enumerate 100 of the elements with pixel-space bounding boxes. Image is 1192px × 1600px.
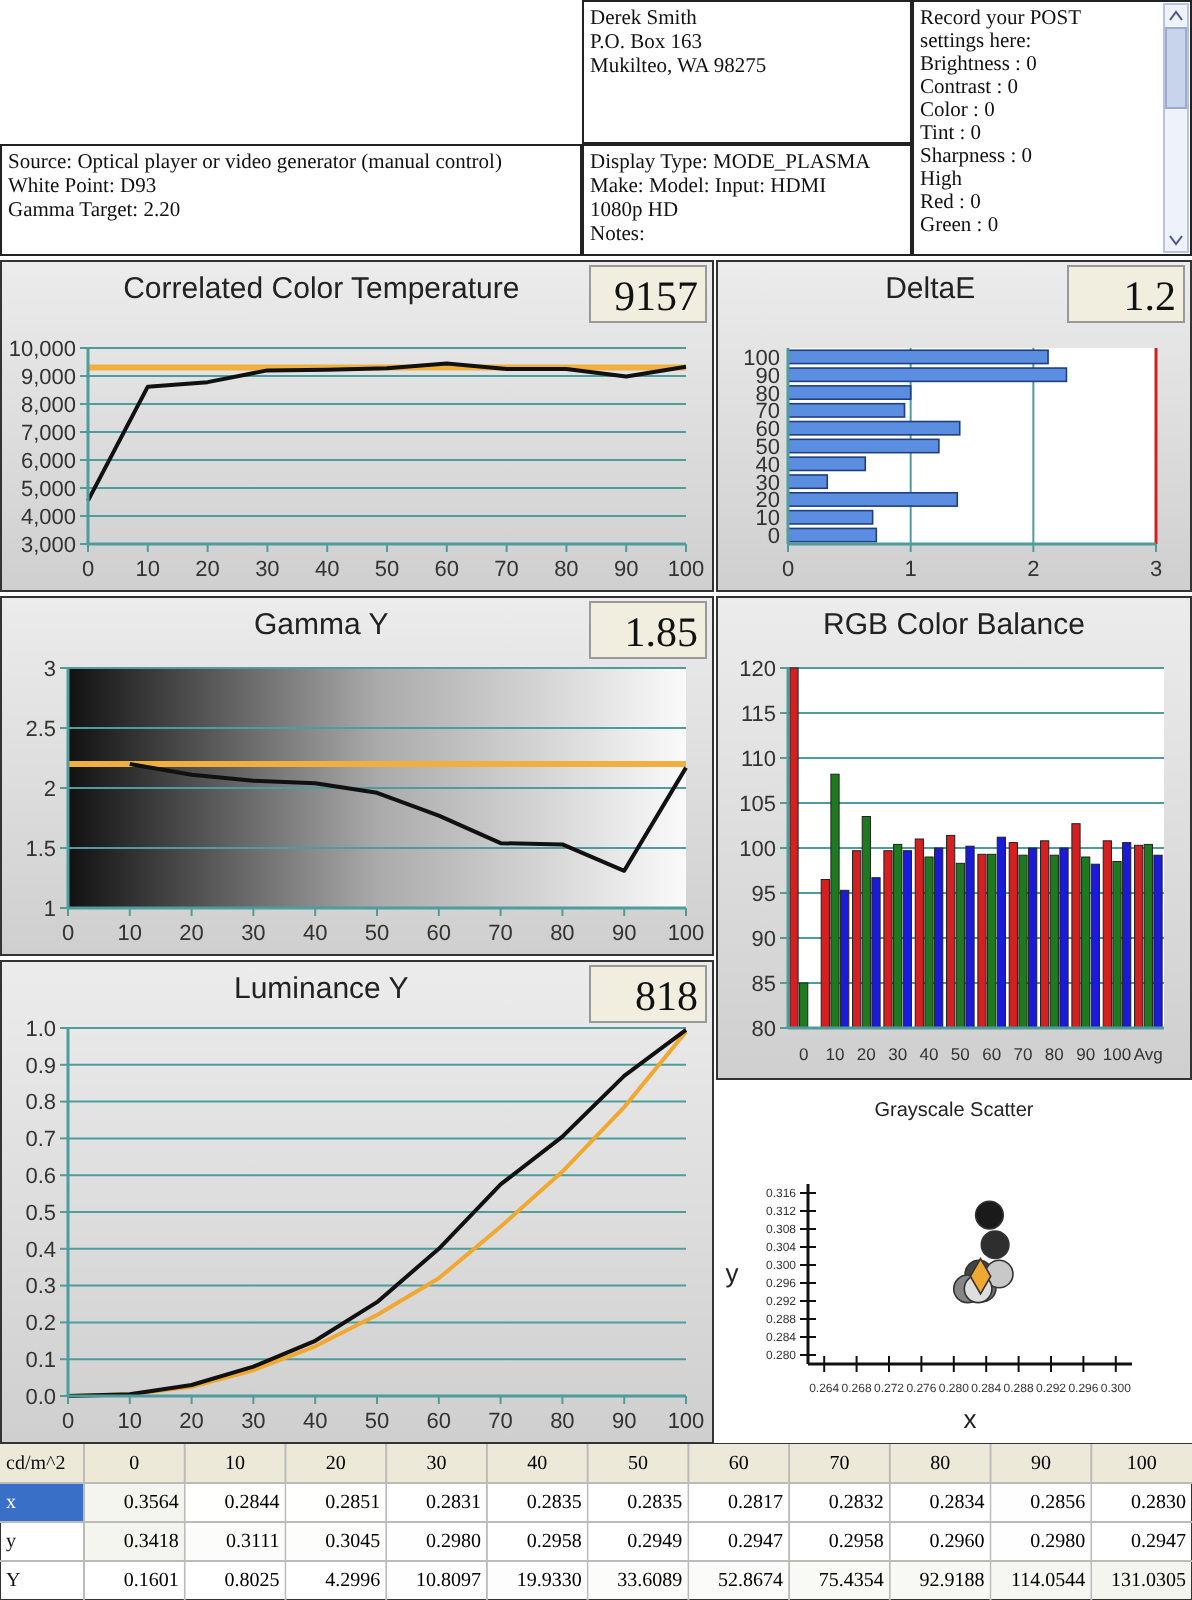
- y-tick-label: 95: [751, 882, 776, 907]
- x-tick-label: 40: [302, 922, 328, 946]
- y-tick-label: 110: [740, 747, 776, 772]
- x-tick-label: 90: [611, 1410, 637, 1434]
- x-tick-label: 30: [426, 1453, 447, 1476]
- y-tick-label: 1.5: [25, 837, 56, 862]
- data-label: 0.2830: [1131, 1492, 1186, 1515]
- y-tick-label: 1: [43, 897, 56, 922]
- x-tick-label: 30: [241, 1410, 266, 1434]
- text: Derek Smith: [590, 8, 699, 30]
- x-axis-title: x: [963, 1404, 978, 1434]
- data-label: 0.3111: [225, 1531, 280, 1554]
- text: Notes:: [590, 224, 645, 246]
- x-tick-label: 30: [888, 1044, 908, 1064]
- text: Green : 0: [920, 215, 999, 237]
- data-label: 0.3418: [123, 1531, 179, 1554]
- data-label: 19.9330: [516, 1570, 582, 1593]
- text: Red : 0: [920, 192, 981, 214]
- y-tick-label: Y: [6, 1570, 21, 1593]
- y-tick-label: 1.0: [25, 1017, 56, 1042]
- y-tick-label: 0: [767, 525, 780, 550]
- text: Brightness : 0: [920, 54, 1037, 76]
- x-tick-label: 2: [1027, 558, 1040, 582]
- x-tick-label: 60: [426, 1410, 452, 1434]
- x-tick-label: 0: [129, 1453, 140, 1476]
- text: Display Type: MODE_PLASMA: [590, 152, 872, 174]
- point: [980, 1230, 1010, 1260]
- x-tick-label: 90: [1076, 1044, 1096, 1064]
- point: [974, 1200, 1005, 1230]
- y-tick-label: 2: [43, 777, 56, 802]
- x-tick-label: 60: [982, 1044, 1002, 1064]
- x-tick-label: 10: [135, 558, 161, 582]
- x-tick-label: 50: [628, 1453, 648, 1476]
- x-tick-label: 70: [1013, 1044, 1033, 1064]
- x-tick-label: 50: [950, 1044, 971, 1064]
- y-tick-label: 3: [43, 657, 56, 682]
- data-label: 92.9188: [919, 1570, 985, 1593]
- text: 1.85: [624, 608, 698, 656]
- y-tick-label: 120: [739, 657, 776, 682]
- text: Tint : 0: [920, 123, 982, 145]
- x-tick-label: 3: [1149, 558, 1163, 582]
- y-tick-label: 0.6: [25, 1164, 56, 1189]
- x-tick-label: 50: [364, 1410, 390, 1434]
- y-tick-label: 7,000: [20, 421, 76, 446]
- data-label: 0.3045: [325, 1531, 381, 1554]
- source-note: Source: Optical player or video generator (manual control): [8, 152, 503, 174]
- y-tick-label: 0.4: [25, 1238, 56, 1263]
- data-label: 0.2817: [728, 1492, 784, 1515]
- y-tick-label: 0.3: [25, 1275, 56, 1300]
- y-tick-label: 100: [739, 837, 776, 862]
- x-tick-label: 100: [667, 922, 705, 946]
- y-tick-label: 80: [751, 1017, 776, 1042]
- y-tick-label: 105: [739, 792, 776, 817]
- text: 9157: [614, 272, 698, 320]
- y-tick-label: 0.0: [25, 1385, 56, 1410]
- text: 1.2: [1123, 272, 1176, 320]
- x-tick-label: 50: [374, 558, 400, 582]
- x-tick-label: 60: [426, 922, 452, 946]
- data-label: 0.2949: [627, 1531, 683, 1554]
- x-tick-label: 40: [527, 1453, 548, 1476]
- x-tick-label: 10: [825, 1044, 845, 1064]
- text: Color : 0: [920, 100, 995, 122]
- x-tick-label: 20: [195, 558, 220, 582]
- x-tick-label: 90: [613, 558, 639, 582]
- x-tick-label: 20: [179, 922, 204, 946]
- x-tick-label: 70: [488, 922, 513, 946]
- data-label: 0.2947: [728, 1531, 784, 1554]
- text: Gamma Target: 2.20: [8, 200, 181, 222]
- y-tick-label: 9,000: [20, 365, 76, 390]
- data-label: 0.8025: [224, 1570, 280, 1593]
- data-label: 131.0305: [1111, 1570, 1186, 1593]
- x-tick-label: 100: [667, 558, 705, 582]
- data-label: 0.2856: [1030, 1492, 1086, 1515]
- y-tick-label: 0.2: [25, 1312, 56, 1337]
- text: Record your POST settings here:: [920, 8, 1083, 53]
- x-tick-label: 80: [550, 1410, 575, 1434]
- y-tick-label: 0.8: [25, 1091, 56, 1116]
- y-tick-label: 85: [751, 972, 776, 997]
- data-label: 0.2958: [526, 1531, 582, 1554]
- y-tick-label: 3,000: [20, 533, 76, 558]
- text: Contrast : 0: [920, 77, 1018, 99]
- x-tick-label: 10: [225, 1453, 246, 1476]
- y-tick-label: 2.5: [25, 717, 56, 742]
- data-label: 0.2835: [627, 1492, 683, 1515]
- chart-title: Gamma Y: [254, 608, 389, 642]
- text: Make: Model: Input: HDMI 1080p HD: [590, 176, 828, 222]
- x-tick-label: 90: [1030, 1453, 1051, 1476]
- data-label: 0.2851: [325, 1492, 381, 1515]
- y-tick-label: 0.1: [25, 1348, 56, 1373]
- x-tick-label: 40: [302, 1410, 328, 1434]
- x-tick-label: 0: [81, 558, 95, 582]
- data-label: 52.8674: [718, 1570, 784, 1593]
- data-label: 0.2947: [1131, 1531, 1186, 1554]
- x-tick-label: 80: [550, 922, 575, 946]
- x-tick-label: 20: [325, 1453, 346, 1476]
- x-tick-label: 40: [919, 1044, 939, 1064]
- x-tick-label: 80: [930, 1453, 951, 1476]
- data-label: 0.2958: [828, 1531, 884, 1554]
- x-tick-label: 70: [829, 1453, 850, 1476]
- x-tick-label: 30: [241, 922, 266, 946]
